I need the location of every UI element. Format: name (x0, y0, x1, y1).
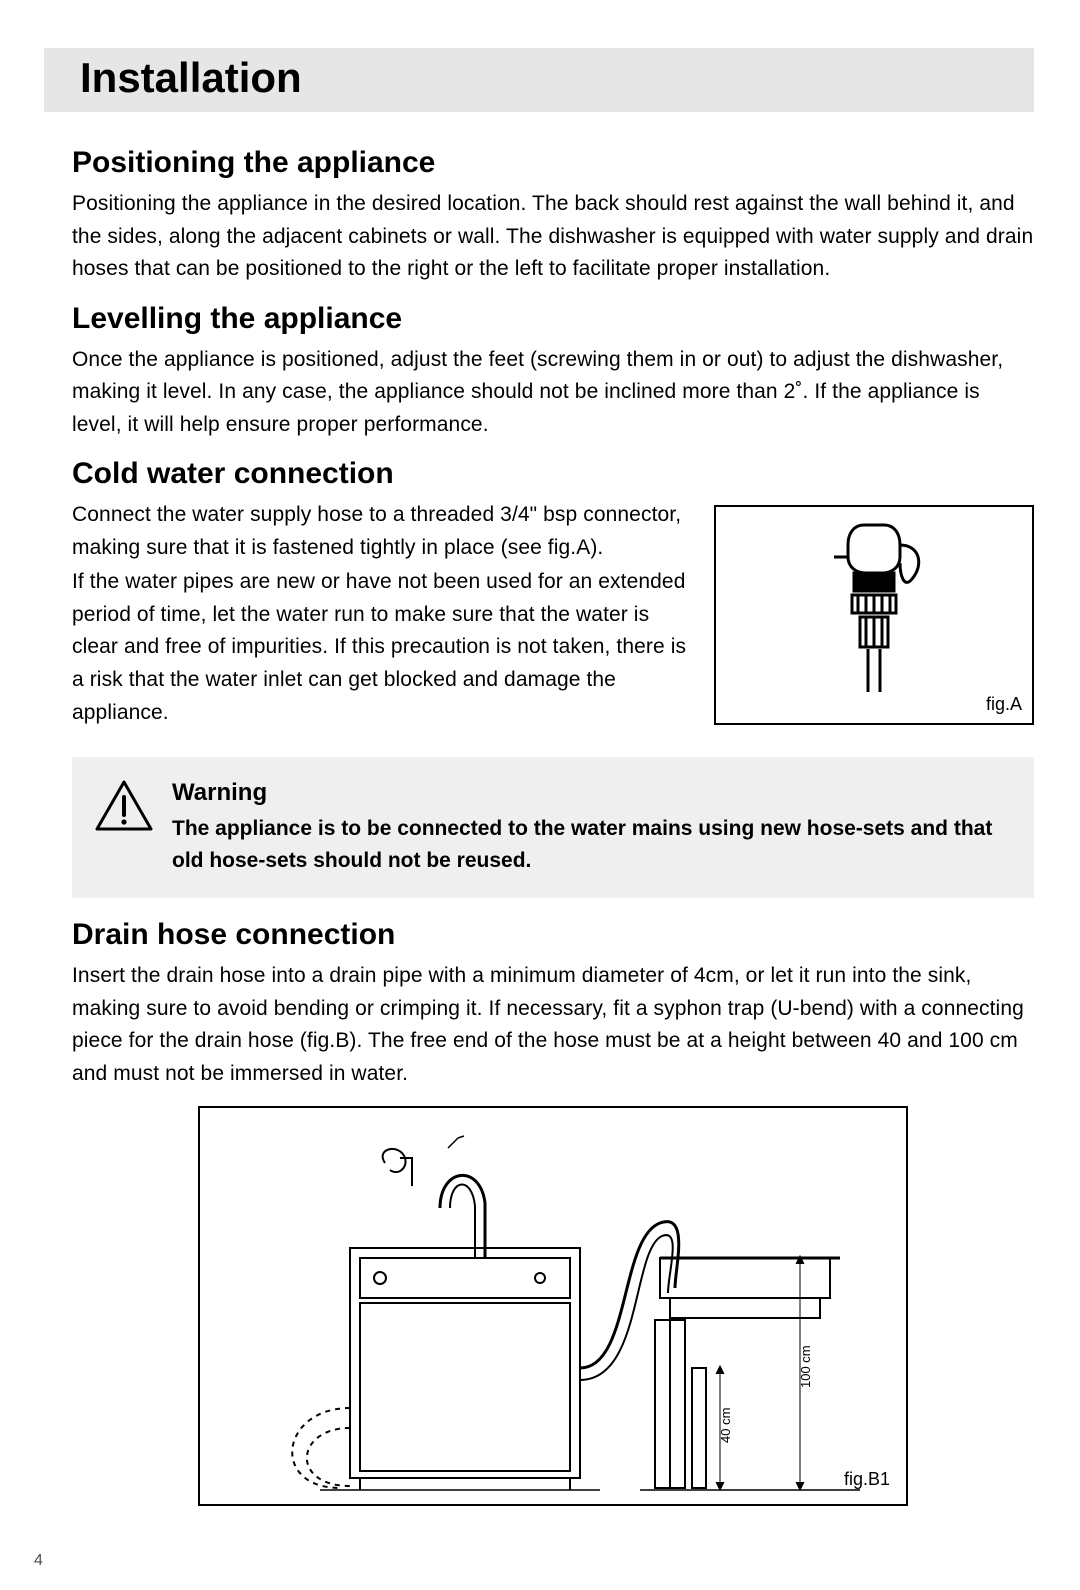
figure-b: 100 cm 40 cm fig.B1 (198, 1106, 908, 1506)
body-levelling: Once the appliance is positioned, adjust… (72, 344, 1034, 442)
heading-drain: Drain hose connection (72, 918, 1034, 952)
section-levelling: Levelling the appliance Once the applian… (72, 302, 1034, 442)
heading-levelling: Levelling the appliance (72, 302, 1034, 336)
page-number: 4 (34, 1552, 43, 1570)
dim-40-label: 40 cm (718, 1408, 733, 1443)
section-cold-water: Cold water connection Connect the water … (72, 457, 1034, 745)
figure-b-label: fig.B1 (844, 1469, 890, 1490)
drain-diagram-icon: 100 cm 40 cm (200, 1108, 910, 1508)
body-positioning: Positioning the appliance in the desired… (72, 188, 1034, 286)
faucet-icon (824, 517, 944, 717)
heading-positioning: Positioning the appliance (72, 146, 1034, 180)
warning-icon (94, 779, 154, 833)
warning-body: The appliance is to be connected to the … (172, 813, 1008, 876)
section-positioning: Positioning the appliance Positioning th… (72, 146, 1034, 286)
title-bar: Installation (44, 48, 1034, 112)
section-drain: Drain hose connection Insert the drain h… (72, 918, 1034, 1090)
body-drain: Insert the drain hose into a drain pipe … (72, 960, 1034, 1090)
body-cold-water-1: Connect the water supply hose to a threa… (72, 499, 696, 564)
warning-title: Warning (172, 779, 1008, 807)
page-title: Installation (80, 54, 1034, 102)
dim-100-label: 100 cm (798, 1346, 813, 1389)
heading-cold-water: Cold water connection (72, 457, 1034, 491)
warning-box: Warning The appliance is to be connected… (72, 757, 1034, 898)
figure-a-label: fig.A (986, 694, 1022, 715)
body-cold-water-2: If the water pipes are new or have not b… (72, 566, 696, 729)
figure-a: fig.A (714, 505, 1034, 725)
